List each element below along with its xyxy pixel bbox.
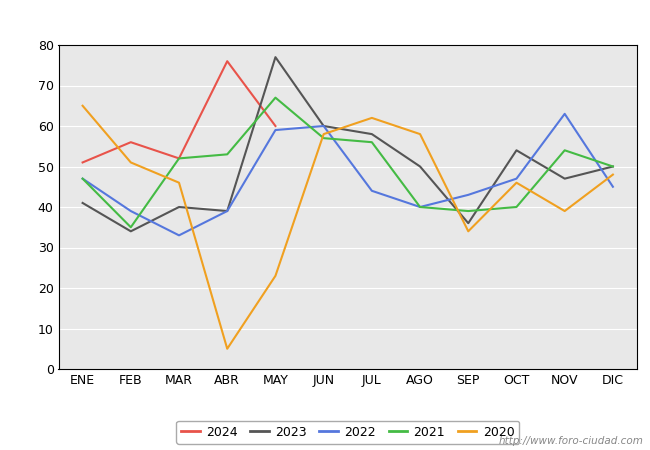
2021	[320, 135, 328, 141]
2021	[127, 225, 135, 230]
2022	[320, 123, 328, 129]
2020	[127, 160, 135, 165]
2020	[175, 180, 183, 185]
2022	[609, 184, 617, 189]
2023	[513, 148, 521, 153]
2023	[272, 54, 280, 60]
2021	[609, 164, 617, 169]
2022	[272, 127, 280, 133]
Text: Matriculaciones de Vehiculos en Conil de la Frontera: Matriculaciones de Vehiculos en Conil de…	[89, 11, 561, 29]
2022	[79, 176, 86, 181]
2023	[609, 164, 617, 169]
2021	[224, 152, 231, 157]
2023	[561, 176, 569, 181]
2023	[464, 220, 472, 226]
2021	[561, 148, 569, 153]
2022	[224, 208, 231, 214]
2022	[175, 233, 183, 238]
2022	[513, 176, 521, 181]
2023	[320, 123, 328, 129]
2021	[79, 176, 86, 181]
2023	[368, 131, 376, 137]
2020	[224, 346, 231, 351]
Line: 2020: 2020	[83, 106, 613, 349]
2021	[272, 95, 280, 100]
2022	[127, 208, 135, 214]
2020	[561, 208, 569, 214]
2020	[79, 103, 86, 108]
2024	[79, 160, 86, 165]
2021	[368, 140, 376, 145]
Line: 2023: 2023	[83, 57, 613, 231]
2023	[416, 164, 424, 169]
Line: 2024: 2024	[83, 61, 276, 162]
2024	[127, 140, 135, 145]
2020	[513, 180, 521, 185]
2023	[175, 204, 183, 210]
2021	[464, 208, 472, 214]
Line: 2022: 2022	[83, 114, 613, 235]
Text: http://www.foro-ciudad.com: http://www.foro-ciudad.com	[499, 436, 644, 446]
2024	[272, 123, 280, 129]
2020	[609, 172, 617, 177]
2023	[79, 200, 86, 206]
2022	[368, 188, 376, 194]
Line: 2021: 2021	[83, 98, 613, 227]
Legend: 2024, 2023, 2022, 2021, 2020: 2024, 2023, 2022, 2021, 2020	[176, 421, 519, 444]
2020	[320, 131, 328, 137]
2024	[224, 58, 231, 64]
2022	[416, 204, 424, 210]
2023	[224, 208, 231, 214]
2021	[416, 204, 424, 210]
2020	[272, 273, 280, 279]
2023	[127, 229, 135, 234]
2020	[368, 115, 376, 121]
2022	[464, 192, 472, 198]
2021	[513, 204, 521, 210]
2022	[561, 111, 569, 117]
2024	[175, 156, 183, 161]
2021	[175, 156, 183, 161]
2020	[416, 131, 424, 137]
2020	[464, 229, 472, 234]
